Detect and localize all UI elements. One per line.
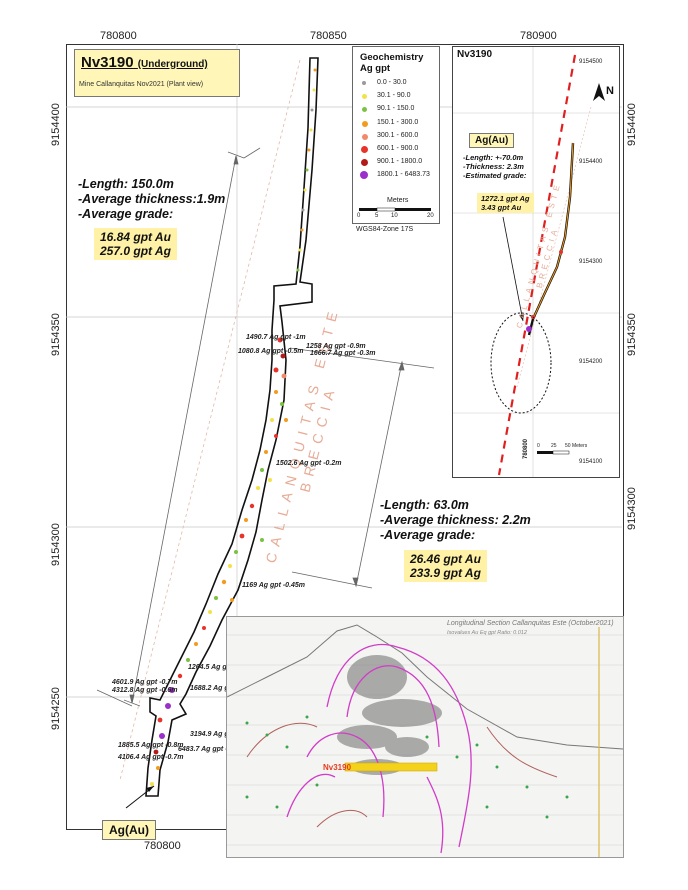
zone2-grade-box: 26.46 gpt Au 233.9 gpt Ag: [404, 550, 487, 582]
ag-au-label: Ag(Au): [102, 820, 156, 840]
sample-label: 4106.4 Ag gpt -0.7m: [118, 754, 184, 761]
legend-dot: [362, 81, 366, 85]
legend-item: 30.1 - 90.0: [353, 90, 439, 103]
sample-label: 3194.9 Ag gpt -0.7m: [190, 731, 256, 738]
legend-items: 0.0 - 30.0 30.1 - 90.0 90.1 - 150.0 150.…: [353, 77, 439, 183]
zone2-grade: -Average grade:: [380, 528, 476, 542]
x-tick-top-780800: 780800: [100, 30, 137, 42]
legend-item: 600.1 - 900.0: [353, 143, 439, 156]
legend-item: 300.1 - 600.0: [353, 130, 439, 143]
inset-y-tick: 9154100: [579, 459, 603, 465]
legend-subtitle: Ag gpt: [360, 63, 391, 74]
inset-scale-tick: 25: [551, 443, 557, 449]
inset-stats: -Length: +-70.0m -Thickness: 2.3m -Estim…: [463, 153, 526, 180]
zone1-grade-box: 16.84 gpt Au 257.0 gpt Ag: [94, 228, 177, 260]
inset-grade-ag: 1272.1 gpt Ag: [481, 194, 530, 203]
zone2-length: -Length: 63.0m: [380, 498, 469, 512]
sample-label: 4601.9 Ag gpt -0.7m: [112, 679, 178, 686]
length-150-arrow: [96, 147, 261, 707]
x-tick-top-780900: 780900: [520, 30, 557, 42]
zone2-ag: 233.9 gpt Ag: [410, 566, 481, 580]
inset-title: Nv3190: [457, 49, 493, 60]
zone1-au: 16.84 gpt Au: [100, 230, 171, 244]
sample-label: 1502.6 Ag gpt -0.2m: [276, 460, 342, 467]
longitudinal-section: Longitudinal Section Callanquitas Este (…: [226, 616, 624, 858]
zone1-thickness: -Average thickness:1.9m: [78, 192, 226, 206]
inset-ag-au: Ag(Au): [469, 133, 515, 148]
section-title: Longitudinal Section Callanquitas Este (…: [447, 620, 614, 627]
legend-item: 90.1 - 150.0: [353, 103, 439, 116]
scale-tick: 20: [427, 213, 434, 219]
legend-dot: [362, 107, 367, 113]
sample-label: 6483.7 Ag gpt -0.6m: [178, 746, 244, 753]
section-canvas: [227, 624, 623, 857]
length-63-arrow: [289, 347, 435, 589]
legend-item: 900.1 - 1800.0: [353, 156, 439, 169]
inset-y-tick: 9154300: [579, 259, 603, 265]
sample-label: 1258 Ag gpt -0.9m: [306, 343, 366, 350]
inset-y-tick: 9154200: [579, 359, 603, 365]
legend-item: 150.1 - 300.0: [353, 117, 439, 130]
inset-y-tick: 9154500: [579, 59, 603, 65]
zone2-stats: -Length: 63.0m -Average thickness: 2.2m …: [380, 498, 531, 543]
x-tick-bottom-780800: 780800: [144, 840, 181, 852]
projection-label: WGS84-Zone 17S: [356, 226, 414, 233]
inset-north-icon: N: [606, 85, 614, 97]
map-title-box: Nv3190 (Underground) Mine Callanquitas N…: [74, 49, 240, 97]
legend-dot: [361, 145, 368, 153]
sample-label: 1688.2 Ag gpt -1m: [190, 685, 250, 692]
map-title: Nv3190 (Underground): [81, 54, 208, 71]
zone2-thickness: -Average thickness: 2.2m: [380, 513, 531, 527]
geochem-legend: Geochemistry Ag gpt 0.0 - 30.0 30.1 - 90…: [352, 46, 440, 224]
sample-label: 1264.5 Ag gpt -0.7m: [188, 664, 254, 671]
scale-unit: Meters: [387, 197, 409, 204]
legend-dot: [362, 94, 367, 100]
zone1-length: -Length: 150.0m: [78, 177, 174, 191]
inset-scale-tick: 0: [537, 443, 540, 449]
inset-scale-tick: 50 Meters: [565, 443, 588, 449]
x-tick-top-780850: 780850: [310, 30, 347, 42]
sample-label: 1666.7 Ag gpt -0.3m: [310, 350, 376, 357]
legend-item: 1800.1 - 6483.73: [353, 169, 439, 182]
zone1-ag: 257.0 gpt Ag: [100, 244, 171, 258]
inset-canvas: [453, 47, 619, 477]
scale-tick: 0: [357, 213, 361, 219]
drift-outline: [145, 57, 319, 797]
scale-tick: 5: [375, 213, 379, 219]
inset-length: -Length: +-70.0m: [463, 153, 524, 162]
inset-grade-au: 3.43 gpt Au: [481, 203, 522, 212]
inset-y-tick: 9154400: [579, 159, 603, 165]
inset-grade-box: 1272.1 gpt Ag 3.43 gpt Au: [477, 193, 534, 213]
scale-tick: 10: [391, 213, 398, 219]
legend-dot: [360, 171, 368, 180]
legend-title: Geochemistry: [360, 52, 424, 63]
section-level-label: Nv3190: [323, 763, 352, 772]
sample-label: 1169 Ag gpt -0.45m: [242, 582, 306, 589]
inset-estimated: -Estimated grade:: [463, 171, 527, 180]
map-subtitle: Mine Callanquitas Nov2021 (Plant view): [79, 81, 204, 88]
sample-label: 1885.5 Ag gpt -0.8m: [118, 742, 184, 749]
inset-x-tick: 780800: [523, 438, 529, 459]
sample-label: 4312.8 Ag gpt -0.6m: [112, 687, 178, 694]
zone1-stats: -Length: 150.0m -Average thickness:1.9m …: [78, 177, 225, 222]
zone1-grade: -Average grade:: [78, 207, 174, 221]
legend-dot: [361, 159, 368, 167]
section-subtitle: Isovalues Au Eq gpt Ratio: 0.012: [447, 630, 527, 636]
zone2-au: 26.46 gpt Au: [410, 552, 481, 566]
inset-thickness: -Thickness: 2.3m: [463, 162, 524, 171]
legend-dot: [362, 120, 368, 127]
legend-dot: [362, 133, 368, 140]
sample-dots: [150, 68, 317, 786]
sample-label: 1490.7 Ag gpt -1m: [246, 334, 306, 341]
legend-item: 0.0 - 30.0: [353, 77, 439, 90]
inset-map: Nv3190 N Ag(Au) -Length: +-70.0m -Thickn…: [452, 46, 620, 478]
sample-label: 1080.8 Ag gpt -0.5m: [238, 348, 304, 355]
scale-bar: [359, 207, 431, 212]
